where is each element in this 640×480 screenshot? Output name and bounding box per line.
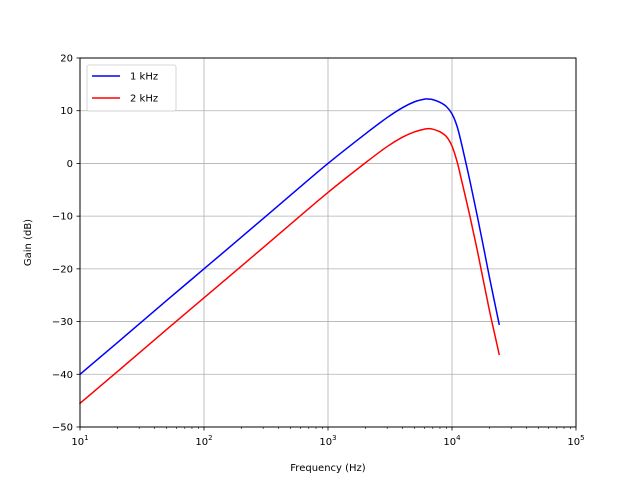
x-tick-label-exponent: 1 (84, 434, 88, 442)
x-tick-label: 105 (567, 434, 584, 448)
legend: 1 kHz 2 kHz (86, 64, 177, 112)
x-axis-title: Frequency (Hz) (290, 463, 366, 474)
y-tick-label: −20 (52, 264, 73, 275)
x-tick-label: 103 (319, 434, 336, 448)
x-tick-label-exponent: 5 (580, 434, 584, 442)
y-axis-title: Gain (dB) (23, 219, 34, 266)
y-tick-label: 20 (60, 54, 73, 65)
y-tick-label: 0 (67, 159, 73, 170)
legend-label: 1 kHz (130, 72, 158, 83)
y-tick-label: 10 (60, 106, 73, 117)
x-tick-label-base: 10 (195, 437, 208, 448)
legend-label: 2 kHz (130, 94, 158, 105)
x-tick-label-exponent: 3 (332, 434, 336, 442)
x-tick-label-exponent: 4 (456, 434, 461, 442)
x-tick-label-base: 10 (71, 437, 84, 448)
series-line (78, 98, 501, 376)
x-tick-label-base: 10 (319, 437, 332, 448)
series-line (78, 127, 501, 405)
y-tick-label: −10 (52, 212, 73, 223)
x-tick-label-base: 10 (567, 437, 580, 448)
y-tick-label: −30 (52, 317, 73, 328)
x-tick-label: 104 (443, 434, 461, 448)
x-tick-label: 102 (195, 434, 212, 448)
y-tick-label: −40 (52, 370, 73, 381)
x-tick-label-exponent: 2 (208, 434, 212, 442)
x-tick-label: 101 (71, 434, 88, 448)
series-layer (78, 98, 501, 405)
y-tick-label: −50 (52, 423, 73, 434)
x-tick-label-base: 10 (443, 437, 456, 448)
